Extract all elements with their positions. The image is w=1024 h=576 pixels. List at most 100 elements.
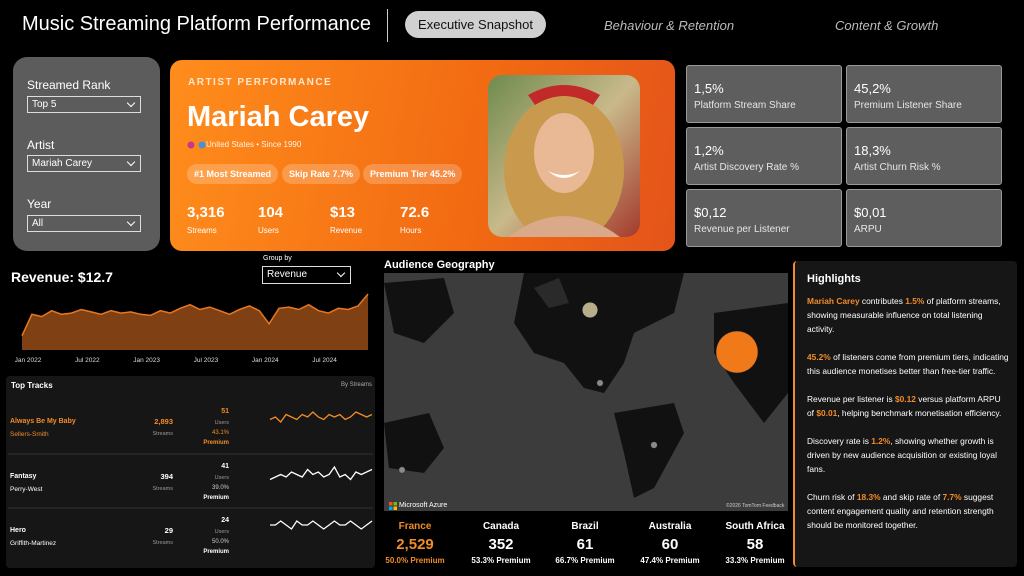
country-streams: 60 (661, 536, 679, 553)
tab[interactable]: Content & Growth (835, 18, 939, 33)
country-premium: 33.3% Premium (725, 556, 785, 565)
kpi-label: Artist Discovery Rate % (694, 162, 800, 173)
country-premium: 66.7% Premium (555, 556, 615, 565)
text: Revenue per listener is (807, 394, 895, 404)
dropdown[interactable]: All (27, 215, 141, 232)
land (614, 403, 684, 498)
top-tracks: Always Be My Baby Sellers-Smith 2,893 Strea… (8, 408, 373, 555)
country-bubble (596, 379, 604, 387)
kpi-tile (686, 189, 842, 247)
country-bubble (650, 441, 658, 449)
kpi-value: 1,5% (694, 81, 724, 96)
stat-label: Users (258, 226, 279, 235)
highlights-panel (793, 261, 1017, 567)
users-value: 51 (221, 408, 229, 415)
panel-title: Top Tracks (11, 381, 53, 390)
streams-value: 2,893 (154, 417, 173, 426)
track-artist: Griffith-Martinez (10, 540, 56, 547)
highlight-paragraph: Mariah Carey contributes 1.5% of platfor… (807, 294, 1009, 336)
dropdown[interactable]: Mariah Carey (27, 155, 141, 172)
shoulders (508, 216, 620, 237)
country-streams: 61 (576, 536, 594, 553)
users-label: Users (215, 420, 230, 426)
stat-value: 104 (258, 204, 284, 221)
artist-photo (488, 75, 640, 237)
track-name: Always Be My Baby (10, 418, 76, 425)
section-label: ARTIST PERFORMANCE (188, 77, 333, 88)
x-tick-label: Jul 2024 (312, 357, 337, 364)
streams-label: Streams (153, 540, 174, 546)
filter-label: Artist (27, 138, 55, 152)
line (21, 293, 369, 337)
text: Churn risk of (807, 492, 857, 502)
kpi-tile (846, 65, 1002, 123)
kpi-label: ARPU (854, 224, 882, 235)
kpi-value: 45,2% (854, 81, 891, 96)
x-tick-label: Jul 2022 (75, 357, 100, 364)
artist-name: Mariah Carey (187, 101, 370, 133)
track-artist: Perry-West (10, 486, 43, 493)
x-tick-label: Jan 2024 (252, 357, 279, 364)
kpi-tile (846, 127, 1002, 185)
premium-value: 50.0% (212, 539, 230, 545)
dropdown[interactable]: Top 5 (27, 96, 141, 113)
smile (548, 171, 580, 178)
provider-logo (389, 502, 397, 510)
group-by-label: Group by (263, 255, 292, 262)
country-streams: 58 (746, 536, 764, 553)
country-name: South Africa (725, 521, 785, 532)
highlight: 1.2% (871, 436, 891, 446)
kpi-value: 18,3% (854, 143, 891, 158)
face (534, 113, 594, 193)
top-tracks-panel (6, 376, 375, 568)
country-premium: 50.0% Premium (385, 556, 445, 565)
users-value: 24 (221, 517, 229, 524)
highlight: 1.5% (905, 296, 925, 306)
kpi-tile (846, 189, 1002, 247)
country-premium: 47.4% Premium (640, 556, 700, 565)
country-name: Brazil (571, 521, 599, 532)
tab[interactable]: Behaviour & Retention (604, 18, 735, 33)
users-label: Users (215, 475, 230, 481)
land (384, 413, 444, 473)
line (269, 465, 373, 481)
meta-icons (187, 141, 206, 149)
panel-title: Audience Geography (384, 259, 495, 271)
premium-label: Premium (203, 495, 229, 501)
page-title: Music Streaming Platform Performance (22, 13, 372, 35)
line (270, 520, 373, 530)
map-credit: ©2026 TomTom Feedback (726, 503, 785, 509)
premium-value: 43.1% (212, 430, 230, 436)
track-name: Fantasy (10, 473, 37, 480)
country-name: Canada (482, 521, 520, 532)
icon (187, 141, 195, 149)
text: Discovery rate is (807, 436, 872, 446)
highlight: 45.2% (807, 352, 831, 362)
kpi-value: $0,12 (694, 205, 727, 220)
kpi-label: Revenue per Listener (694, 224, 790, 235)
highlight-paragraph: Discovery rate is 1.2%, showing whether … (807, 434, 1009, 476)
highlight: 18.3% (856, 492, 881, 502)
stat-value: 72.6 (400, 204, 430, 221)
highlight-paragraph: 45.2% of listeners come from premium tie… (807, 350, 1009, 378)
highlight-paragraph: Revenue per listener is $0.12 versus pla… (807, 392, 1009, 420)
x-tick-label: Jul 2023 (194, 357, 219, 364)
sort-label: By Streams (341, 382, 373, 388)
divider (387, 9, 388, 42)
tab-active[interactable]: Executive Snapshot (405, 11, 546, 38)
text: of platform streams, showing measurable … (807, 296, 1001, 334)
premium-label: Premium (203, 549, 229, 555)
country-bubble (715, 330, 759, 374)
users-value: 41 (221, 463, 229, 470)
filter-label: Year (27, 197, 52, 211)
land (384, 278, 454, 343)
text: and skip rate of (880, 492, 943, 502)
country-streams: 352 (488, 536, 514, 553)
highlight: 7.7% (942, 492, 962, 502)
land (534, 278, 569, 308)
text: contributes (859, 296, 906, 306)
dropdown[interactable]: Revenue (262, 266, 351, 284)
kpi-label: Artist Churn Risk % (854, 162, 941, 173)
country-premium: 53.3% Premium (471, 556, 531, 565)
